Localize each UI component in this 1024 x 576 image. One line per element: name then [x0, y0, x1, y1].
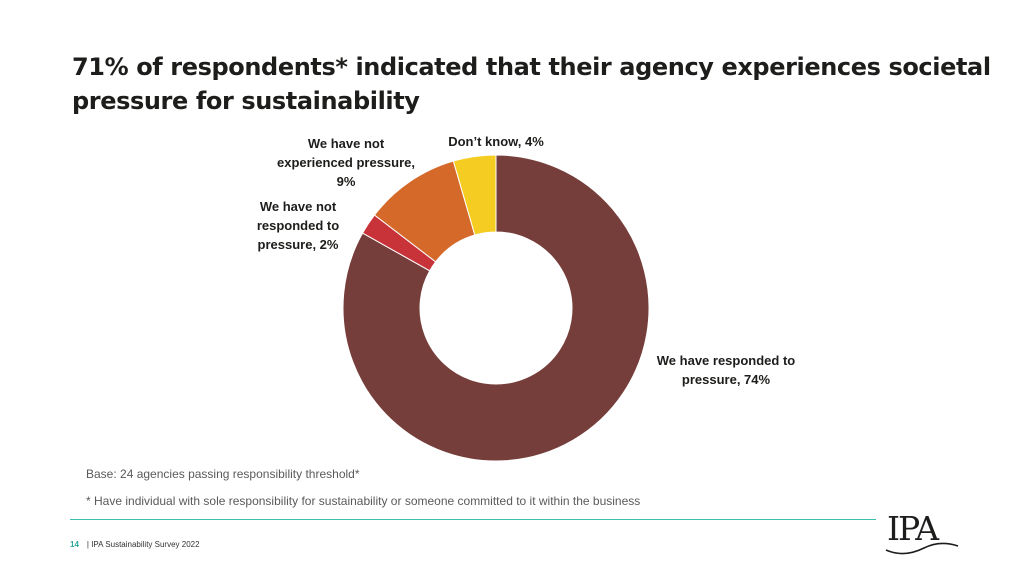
footer: 14 | IPA Sustainability Survey 2022	[70, 540, 200, 549]
donut-slices	[342, 154, 650, 462]
slice-label-3: Don’t know, 4%	[448, 134, 544, 149]
donut-slice-3	[452, 154, 497, 236]
footnote: * Have individual with sole responsibili…	[86, 494, 641, 508]
slice-label-line: We have not	[308, 136, 385, 151]
slice-label-line: responded to	[257, 218, 339, 233]
slice-label-line: We have responded to	[657, 353, 796, 368]
slice-label-line: pressure, 74%	[682, 372, 771, 387]
base-note: Base: 24 agencies passing responsibility…	[86, 467, 360, 481]
page-number: 14	[70, 540, 79, 549]
slice-label-line: pressure, 2%	[258, 237, 339, 252]
slice-label-line: experienced pressure,	[277, 155, 415, 170]
donut-labels: We have responded to pressure, 74%We have…	[257, 134, 795, 387]
ipa-logo: IPA	[887, 509, 939, 548]
footer-text: | IPA Sustainability Survey 2022	[86, 540, 200, 549]
slice-label-line: Don’t know, 4%	[448, 134, 544, 149]
slide-title-line-1: 71% of respondents* indicated that their…	[72, 53, 991, 81]
donut-slice-0	[342, 154, 650, 462]
slice-label-line: 9%	[337, 174, 356, 189]
slide-title: 71% of respondents* indicated that their…	[72, 50, 991, 118]
ipa-logo-swash	[885, 542, 959, 555]
slide-title-line-2: pressure for sustainability	[72, 87, 420, 115]
slice-label-0: We have responded to pressure, 74%	[657, 353, 796, 387]
slice-label-2: We have not experienced pressure, 9%	[277, 136, 415, 189]
footer-divider	[70, 519, 876, 520]
slice-label-line: We have not	[260, 199, 337, 214]
slice-label-1: We have not responded to pressure, 2%	[257, 199, 339, 252]
